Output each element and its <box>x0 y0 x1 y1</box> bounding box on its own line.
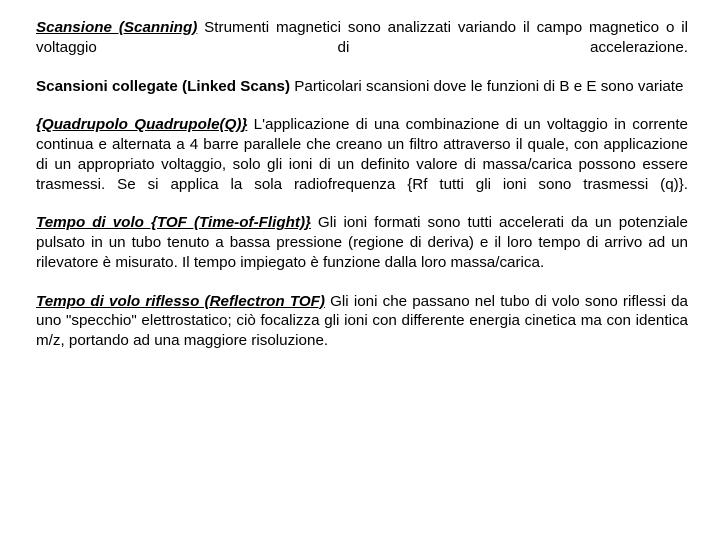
para-tof: Tempo di volo {TOF (Time-of-Flight)} Gli… <box>36 213 688 272</box>
term-reflectron: Tempo di volo riflesso (Reflectron TOF) <box>36 293 325 310</box>
para-scansioni-collegate: Scansioni collegate (Linked Scans) Parti… <box>36 77 688 97</box>
term-scansione: Scansione (Scanning) <box>36 19 197 36</box>
document-page: Scansione (Scanning) Strumenti magnetici… <box>0 0 720 388</box>
term-tof: Tempo di volo {TOF (Time-of-Flight)} <box>36 214 311 231</box>
para-reflectron: Tempo di volo riflesso (Reflectron TOF) … <box>36 292 688 351</box>
term-scansioni-collegate: Scansioni collegate (Linked Scans) <box>36 78 290 95</box>
para-scansione: Scansione (Scanning) Strumenti magnetici… <box>36 18 688 58</box>
body-scansioni-collegate: Particolari scansioni dove le funzioni d… <box>290 78 683 95</box>
para-quadrupolo: {Quadrupolo Quadrupole(Q)} L'applicazion… <box>36 115 688 194</box>
term-quadrupolo: {Quadrupolo Quadrupole(Q)} <box>36 116 247 133</box>
